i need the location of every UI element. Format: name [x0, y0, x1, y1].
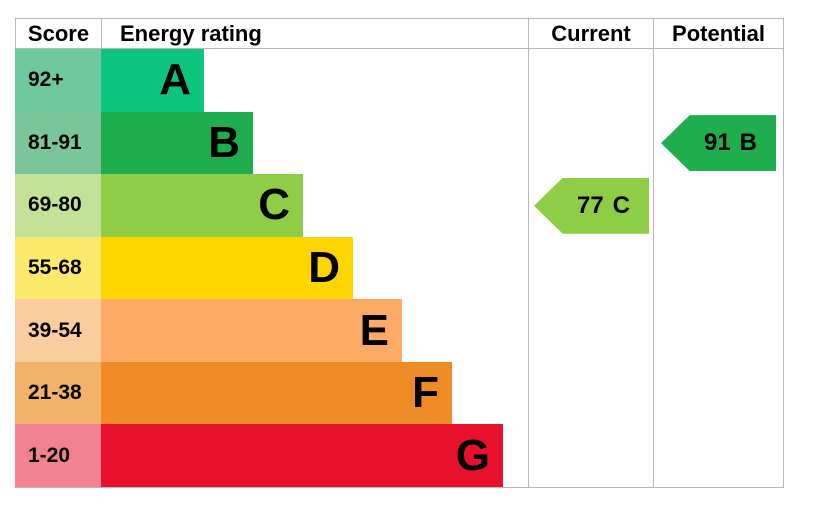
column-header-energy-rating: Energy rating: [101, 19, 528, 48]
score-range-cell: 69-80: [15, 174, 101, 237]
energy-band-bar-e: E: [101, 299, 402, 362]
energy-band-bar-a: A: [101, 49, 204, 112]
band-row-c: 69-80 C: [15, 174, 528, 237]
potential-rating-value: 91: [703, 129, 731, 157]
energy-band-bar-c: C: [101, 174, 303, 237]
energy-band-bar-f: F: [101, 361, 452, 425]
potential-rating-letter: B: [739, 129, 758, 157]
energy-band-bar-b: B: [101, 111, 253, 175]
current-rating-arrow: 77 C: [534, 177, 649, 234]
energy-band-bar-d: D: [101, 236, 353, 300]
band-row-b: 81-91 B: [15, 111, 528, 175]
table-body: 92+ A 81-91 B 69-80 C 55-68: [15, 49, 784, 488]
score-range-cell: 55-68: [15, 236, 101, 300]
current-column: 77 C: [528, 49, 653, 487]
band-row-e: 39-54 E: [15, 299, 528, 362]
score-range-cell: 92+: [15, 49, 101, 112]
band-letter: A: [159, 55, 191, 105]
column-header-current: Current: [528, 19, 653, 48]
column-header-score: Score: [15, 19, 101, 48]
score-range-cell: 1-20: [15, 424, 101, 488]
band-row-a: 92+ A: [15, 49, 528, 112]
score-range-cell: 39-54: [15, 299, 101, 362]
epc-energy-rating-chart: Score Energy rating Current Potential 92…: [15, 18, 784, 488]
potential-column: 91 B: [653, 49, 784, 487]
band-row-g: 1-20 G: [15, 424, 528, 488]
band-row-f: 21-38 F: [15, 361, 528, 425]
score-range-cell: 21-38: [15, 361, 101, 425]
current-rating-letter: C: [612, 191, 631, 219]
band-letter: G: [455, 430, 490, 480]
bands-area: 92+ A 81-91 B 69-80 C 55-68: [15, 49, 528, 488]
band-letter: D: [308, 243, 340, 293]
band-letter: B: [208, 117, 240, 167]
current-rating-value: 77: [576, 191, 604, 219]
band-letter: F: [412, 368, 439, 418]
band-row-d: 55-68 D: [15, 236, 528, 300]
table-header-row: Score Energy rating Current Potential: [15, 18, 784, 49]
energy-band-bar-g: G: [101, 424, 503, 488]
band-letter: E: [359, 305, 389, 355]
column-header-potential: Potential: [653, 19, 784, 48]
potential-rating-arrow: 91 B: [661, 115, 776, 172]
band-letter: C: [258, 180, 290, 230]
score-range-cell: 81-91: [15, 111, 101, 175]
